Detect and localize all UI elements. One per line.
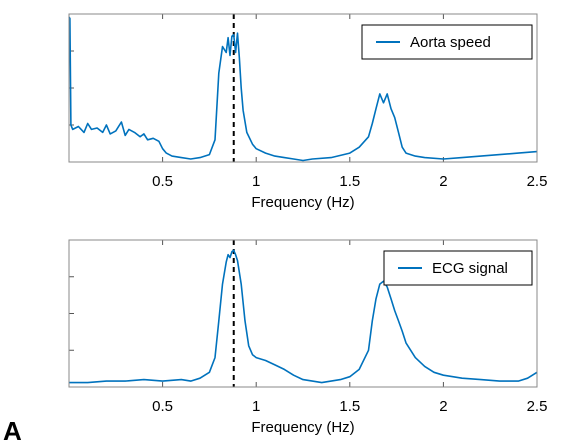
x-tick-label: 2 — [439, 398, 447, 415]
x-tick-label: 2.5 — [527, 398, 548, 415]
x-tick-label: 1 — [252, 173, 260, 190]
x-tick-labels: 0.5 1 1.5 2 2.5 — [152, 398, 547, 415]
x-axis-label: Frequency (Hz) — [251, 194, 354, 211]
legend-label: ECG signal — [432, 260, 508, 277]
axes-box — [68, 13, 538, 163]
legend: ECG signal — [383, 250, 533, 286]
legend-label: Aorta speed — [410, 34, 491, 51]
ecg-signal-line — [69, 249, 538, 384]
axes-box — [68, 239, 538, 388]
x-tick-label: 1.5 — [339, 173, 360, 190]
x-tick-label: 0.5 — [152, 398, 173, 415]
aorta-speed-line — [68, 16, 538, 162]
panel-letter: A — [3, 416, 22, 440]
x-tick-label: 2 — [439, 173, 447, 190]
x-axis-label: Frequency (Hz) — [251, 419, 354, 436]
x-tick-label: 2.5 — [527, 173, 548, 190]
aorta-speed-panel: 0.5 1 1.5 2 2.5 Aorta speed Frequency (Hz) — [68, 13, 547, 211]
ecg-signal-panel: 0.5 1 1.5 2 2.5 ECG signal Frequency (Hz) — [68, 239, 547, 436]
x-tick-labels: 0.5 1 1.5 2 2.5 — [152, 173, 547, 190]
legend: Aorta speed — [361, 24, 533, 60]
x-tick-label: 1.5 — [339, 398, 360, 415]
x-tick-label: 1 — [252, 398, 260, 415]
x-tick-label: 0.5 — [152, 173, 173, 190]
